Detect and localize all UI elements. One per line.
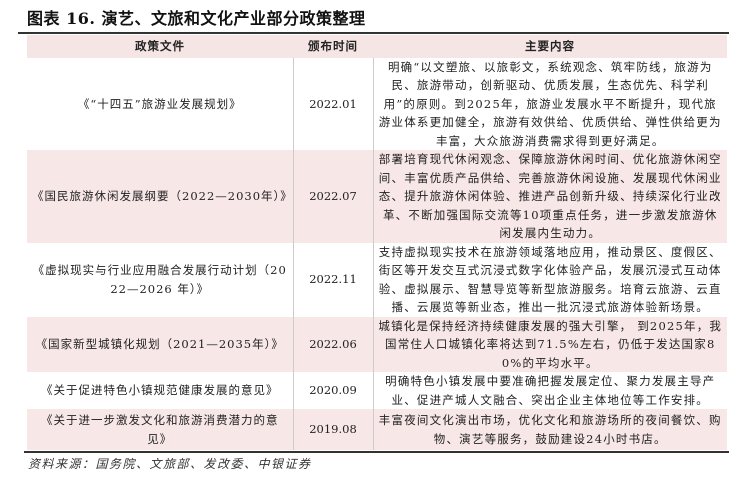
column-header-document: 政策文件	[27, 35, 293, 58]
policy-document: 《关于进一步激发文化和旅游消费潜力的意见》	[27, 409, 293, 450]
policy-content: 明确特色小镇发展中要准确把握发展定位、聚力发展主导产业、促进产城人文融合、突出企…	[385, 374, 716, 407]
table-row: 《“十四五”旅游业发展规划》 2022.01 明确“以文塑旅、以旅彰文，系统观念…	[27, 57, 727, 150]
table-row: 《虚拟现实与行业应用融合发展行动计划（2022—2026 年）》 2022.11…	[27, 242, 727, 317]
source-note: 资料来源：国务院、文旅部、发改委、中银证券	[28, 456, 312, 471]
column-header-content: 主要内容	[373, 35, 727, 58]
top-rule	[18, 32, 729, 34]
policy-content: 丰富夜间文化演出市场，优化文化和旅游场所的夜间餐饮、购物、演艺等服务，鼓励建设2…	[373, 409, 727, 450]
policy-document: 《国家新型城镇化规划（2021—2035年）》	[27, 316, 293, 372]
table-row: 《国家新型城镇化规划（2021—2035年）》 2022.06 城镇化是保持经济…	[27, 316, 727, 372]
policy-document: 《“十四五”旅游业发展规划》	[77, 96, 242, 111]
policy-document: 《国民旅游休闲发展纲要（2022—2030年）》	[27, 150, 293, 243]
policy-date: 2022.06	[292, 316, 374, 372]
policy-date: 2022.01	[292, 57, 374, 150]
table-row: 《国民旅游休闲发展纲要（2022—2030年）》 2022.07 部署培育现代休…	[27, 150, 727, 243]
figure-title: 图表 16. 演艺、文旅和文化产业部分政策整理	[27, 9, 366, 28]
table-row: 《关于进一步激发文化和旅游消费潜力的意见》 2019.08 丰富夜间文化演出市场…	[27, 409, 727, 450]
policy-content: 城镇化是保持经济持续健康发展的强大引擎， 到2025年，我国常住人口城镇化率将达…	[373, 316, 727, 372]
table-row: 《关于促进特色小镇规范健康发展的意见》 2020.09 明确特色小镇发展中要准确…	[27, 372, 727, 409]
policy-date: 2022.07	[292, 150, 374, 243]
policy-document: 《关于促进特色小镇规范健康发展的意见》	[41, 383, 279, 398]
policy-document: 《虚拟现实与行业应用融合发展行动计划（2022—2026 年）》	[32, 263, 287, 296]
policy-content: 支持虚拟现实技术在旅游领域落地应用，推动景区、度假区、街区等开发交互式沉浸式数字…	[378, 244, 722, 315]
table-header-row: 政策文件 颁布时间 主要内容	[27, 35, 727, 58]
column-header-date: 颁布时间	[293, 35, 373, 58]
policy-table: 政策文件 颁布时间 主要内容 《“十四五”旅游业发展规划》 2022.01 明确…	[27, 35, 727, 450]
policy-date: 2022.11	[292, 242, 374, 317]
policy-content: 明确“以文塑旅、以旅彰文，系统观念、筑牢防线，旅游为民、旅游带动，创新驱动、优质…	[378, 59, 722, 148]
policy-content: 部署培育现代休闲观念、保障旅游休闲时间、优化旅游休闲空间、丰富优质产品供给、完善…	[373, 150, 727, 243]
bottom-rule	[24, 451, 729, 453]
policy-date: 2019.08	[292, 409, 374, 450]
policy-date: 2020.09	[292, 372, 374, 409]
